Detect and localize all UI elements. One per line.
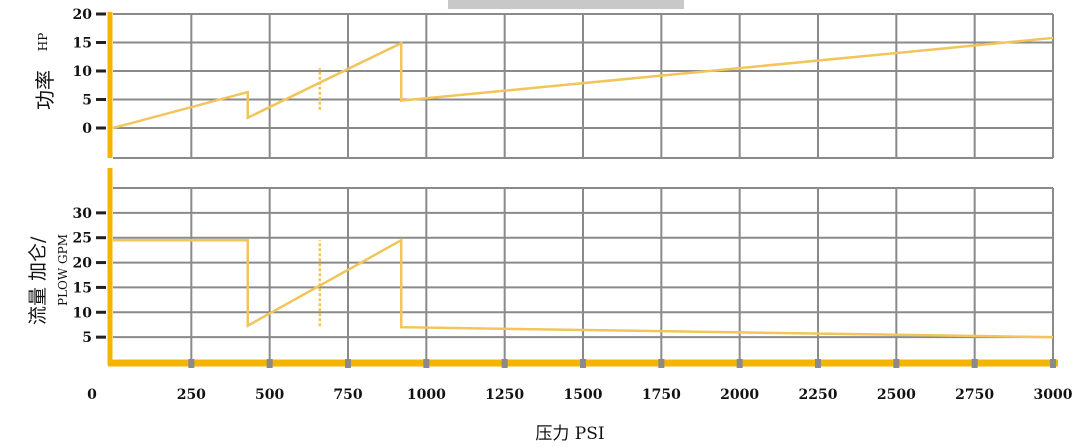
power-y-tick-label: 10 xyxy=(73,64,93,80)
power-panel: 0 5 10 15 20 功率 HP xyxy=(33,7,1054,159)
flow-y-tick-label: 5 xyxy=(82,330,92,346)
flow-y-tick-label: 20 xyxy=(73,256,93,272)
x-tick-label: 2750 xyxy=(955,387,994,403)
x-tick-label: 750 xyxy=(333,387,362,403)
x-tick-label: 3000 xyxy=(1034,387,1073,403)
x-tick-mark xyxy=(501,359,508,368)
flow-y-unit: PLOW GPM xyxy=(56,234,70,306)
x-tick-mark xyxy=(423,359,430,368)
x-tick-mark xyxy=(345,359,351,368)
flow-curve xyxy=(113,238,1054,339)
x-ticks: 0 250 500 750 1000 1250 1500 1750 2000 2250 2500 27… xyxy=(87,359,1073,403)
x-tick-mark xyxy=(736,359,743,368)
x-tick-label: 2000 xyxy=(720,387,759,403)
flow-y-tick-label: 25 xyxy=(73,231,92,247)
x-tick-label: 1750 xyxy=(642,387,681,403)
x-tick-mark xyxy=(815,359,821,368)
x-tick-mark xyxy=(658,359,665,368)
power-y-tick-label: 15 xyxy=(73,36,92,52)
x-tick-label: 1250 xyxy=(485,387,524,403)
power-y-ticks: 0 5 10 15 20 xyxy=(73,7,106,137)
flow-y-ticks: 5 10 15 20 25 30 xyxy=(73,206,106,346)
x-tick-mark xyxy=(188,359,195,368)
power-grid xyxy=(113,13,1054,159)
power-y-tick-label: 0 xyxy=(82,121,92,137)
power-y-tick-label: 20 xyxy=(73,7,93,23)
x-tick-label: 2500 xyxy=(877,387,916,403)
x-tick-mark xyxy=(1050,359,1056,368)
power-series xyxy=(112,36,1054,130)
x-tick-mark xyxy=(893,359,900,368)
x-axis-label: 压力 PSI xyxy=(535,424,604,444)
x-tick-label: 1500 xyxy=(564,387,603,403)
flow-y-tick-label: 30 xyxy=(73,206,93,222)
x-tick-label: 250 xyxy=(177,387,206,403)
x-tick-mark xyxy=(580,359,586,368)
power-y-tick-label: 5 xyxy=(82,93,92,109)
x-tick-mark xyxy=(971,359,978,368)
flow-series xyxy=(113,238,1054,339)
power-curve xyxy=(112,36,1054,130)
flow-panel: 5 10 15 20 25 30 0 250 500 750 1000 1250 1500 1750 20… xyxy=(27,168,1073,444)
flow-y-tick-label: 15 xyxy=(73,280,92,296)
x-tick-label: 1000 xyxy=(407,387,446,403)
x-tick-mark xyxy=(266,359,273,368)
power-y-unit: HP xyxy=(36,33,50,52)
x-tick-label: 0 xyxy=(87,387,97,403)
header-bar xyxy=(448,0,684,9)
x-tick-label: 500 xyxy=(255,387,284,403)
flow-y-tick-label: 10 xyxy=(73,305,93,321)
power-y-label: 功率 xyxy=(33,70,57,110)
flow-y-label: 流量 加仑/ xyxy=(27,236,49,325)
x-tick-label: 2250 xyxy=(799,387,838,403)
